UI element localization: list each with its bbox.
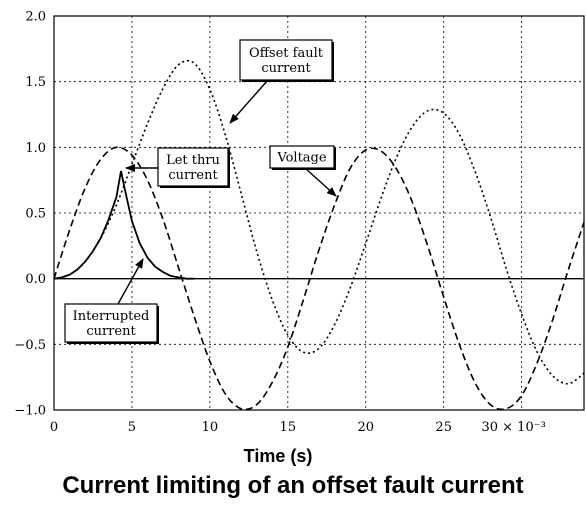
annotation-box (157, 147, 229, 187)
y-tick-label: 0.5 (25, 207, 46, 222)
x-axis-label: Time (s) (244, 446, 313, 466)
annotation-box (239, 39, 333, 81)
y-tick-label: 2.0 (25, 10, 46, 25)
y-tick-label: 0.0 (25, 272, 46, 287)
x-tick-label: 20 (357, 420, 374, 435)
x-tick-label: 25 (435, 420, 452, 435)
annotation-arrow (229, 79, 269, 124)
x-tick-label: 30 × 10⁻³ (481, 420, 545, 435)
annotation-text: Let thru (166, 153, 220, 168)
annotation-box (269, 145, 335, 169)
voltage-line (53, 146, 585, 411)
chart: −1.0 −0.5 0.0 0.5 1.0 1.5 2.0 0 5 10 15 20 25 30 × 10… (14, 10, 585, 466)
annotation-box (64, 303, 158, 343)
y-tick-label: −1.0 (14, 404, 46, 419)
x-tick-label: 0 (50, 420, 58, 435)
x-tick-label: 10 (202, 420, 219, 435)
tick-labels: −1.0 −0.5 0.0 0.5 1.0 1.5 2.0 0 5 10 15 20 25 30 × 10… (14, 10, 545, 436)
annotation-arrow (304, 167, 337, 197)
annotation-text: current (261, 61, 311, 76)
annotation-voltage: Voltage (269, 145, 337, 197)
y-tick-label: 1.5 (25, 75, 46, 90)
plot-frame (53, 15, 585, 411)
annotation-text: Interrupted (73, 309, 150, 324)
series-lines (53, 59, 585, 411)
y-tick-label: −0.5 (14, 338, 46, 353)
y-tick-label: 1.0 (25, 141, 46, 156)
annotation-arrow (117, 258, 144, 305)
annotation-text: current (168, 168, 218, 183)
annotation-text: Offset fault (249, 46, 324, 61)
let-thru-current-line (53, 170, 195, 280)
annotation-text: Voltage (276, 151, 326, 166)
x-tick-label: 5 (128, 420, 136, 435)
x-tick-label: 15 (280, 420, 297, 435)
annotation-text: current (86, 324, 136, 339)
chart-caption: Current limiting of an offset fault curr… (62, 472, 524, 499)
offset-fault-current-line (53, 59, 585, 385)
